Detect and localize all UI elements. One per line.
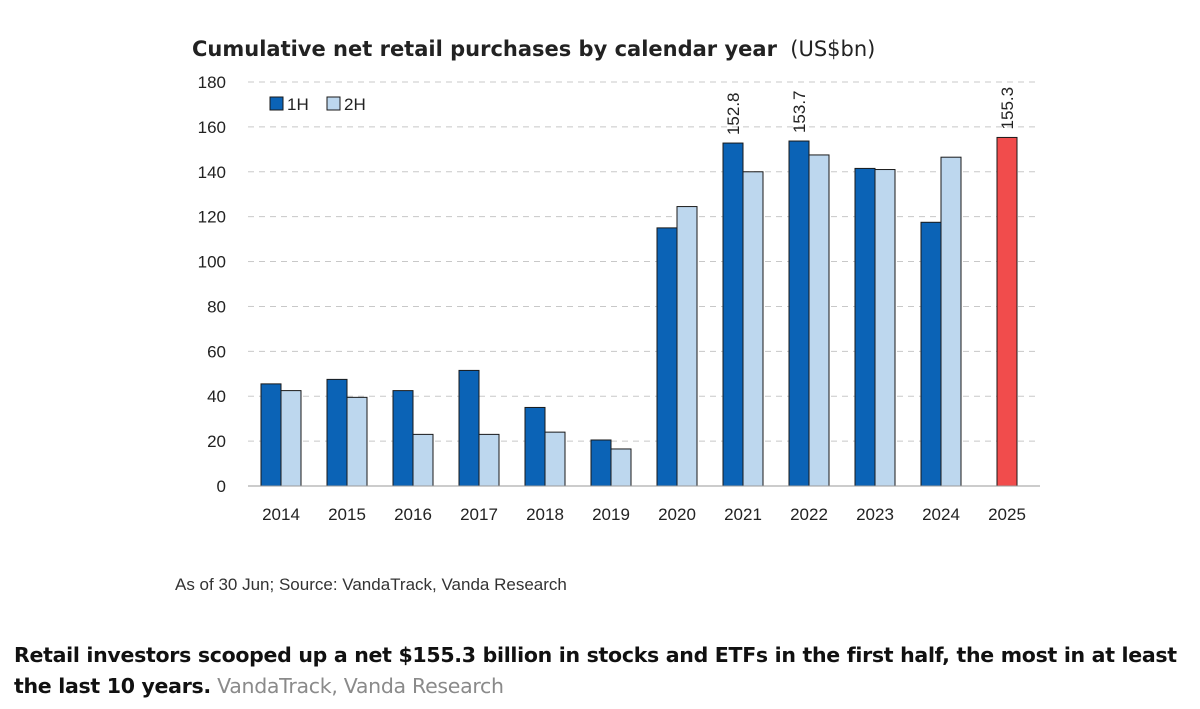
bar-2h-2016 <box>412 433 434 487</box>
bar-1h-2015 <box>326 378 348 487</box>
caption-credit: VandaTrack, Vanda Research <box>217 674 504 698</box>
bar-2h-2019 <box>610 448 632 487</box>
bar-highlight-2025 <box>996 136 1018 487</box>
data-label-2022: 153.7 <box>790 90 809 133</box>
bars <box>260 136 1018 487</box>
source-note: As of 30 Jun; Source: VandaTrack, Vanda … <box>175 575 567 594</box>
bar-2h-2023 <box>874 169 896 487</box>
bar-1h-2019 <box>590 439 612 487</box>
bar-1h-2014 <box>260 383 282 487</box>
x-tick-label: 2014 <box>262 505 300 524</box>
bar-2h-2017 <box>478 433 500 487</box>
x-tick-label: 2022 <box>790 505 828 524</box>
y-axis-ticks: 0 20 40 60 80 100 120 140 160 180 <box>198 73 226 496</box>
y-tick-label: 160 <box>198 118 226 137</box>
bar-2h-2021 <box>742 171 764 487</box>
legend-label-1h: 1H <box>287 95 309 114</box>
bar-1h-2016 <box>392 390 414 487</box>
y-tick-label: 20 <box>207 432 226 451</box>
y-tick-label: 60 <box>207 342 226 361</box>
bar-2h-2015 <box>346 396 368 487</box>
x-tick-label: 2017 <box>460 505 498 524</box>
bar-1h-2024 <box>920 221 942 487</box>
legend-swatch-1h <box>269 96 284 111</box>
data-label-2025: 155.3 <box>998 87 1017 130</box>
bar-chart: Cumulative net retail purchases by calen… <box>192 37 1040 524</box>
x-tick-label: 2015 <box>328 505 366 524</box>
y-tick-label: 140 <box>198 163 226 182</box>
bar-2h-2024 <box>940 156 962 487</box>
chart-title-text: Cumulative net retail purchases by calen… <box>192 37 778 61</box>
bar-1h-2022 <box>788 140 810 487</box>
y-tick-label: 40 <box>207 387 226 406</box>
bar-2h-2022 <box>808 154 830 487</box>
y-tick-label: 120 <box>198 208 226 227</box>
x-tick-label: 2023 <box>856 505 894 524</box>
chart-title-unit: (US$bn) <box>790 37 875 61</box>
caption: Retail investors scooped up a net $155.3… <box>14 640 1194 702</box>
x-tick-label: 2024 <box>922 505 960 524</box>
x-tick-label: 2018 <box>526 505 564 524</box>
caption-text: Retail investors scooped up a net $155.3… <box>14 643 1177 698</box>
data-label-2021: 152.8 <box>724 93 743 136</box>
y-tick-label: 80 <box>207 297 226 316</box>
y-tick-label: 180 <box>198 73 226 92</box>
x-tick-label: 2019 <box>592 505 630 524</box>
chart-title: Cumulative net retail purchases by calen… <box>192 37 875 61</box>
bar-1h-2023 <box>854 167 876 487</box>
x-tick-label: 2016 <box>394 505 432 524</box>
x-tick-label: 2020 <box>658 505 696 524</box>
bar-1h-2020 <box>656 227 678 487</box>
x-axis-ticks: 2014 2015 2016 2017 2018 2019 2020 2021 2022 2023… <box>262 505 1026 524</box>
bar-1h-2017 <box>458 369 480 487</box>
legend-swatch-2h <box>326 96 341 111</box>
bar-1h-2018 <box>524 406 546 487</box>
bar-2h-2014 <box>280 390 302 487</box>
bar-1h-2021 <box>722 142 744 487</box>
x-tick-label: 2021 <box>724 505 762 524</box>
y-tick-label: 0 <box>217 477 226 496</box>
gridlines <box>248 81 1040 442</box>
data-labels: 152.8 153.7 155.3 <box>724 87 1017 135</box>
bar-2h-2018 <box>544 431 566 487</box>
y-tick-label: 100 <box>198 253 226 272</box>
legend: 1H 2H <box>269 95 366 114</box>
bar-2h-2020 <box>676 206 698 487</box>
x-tick-label: 2025 <box>988 505 1026 524</box>
legend-label-2h: 2H <box>344 95 366 114</box>
